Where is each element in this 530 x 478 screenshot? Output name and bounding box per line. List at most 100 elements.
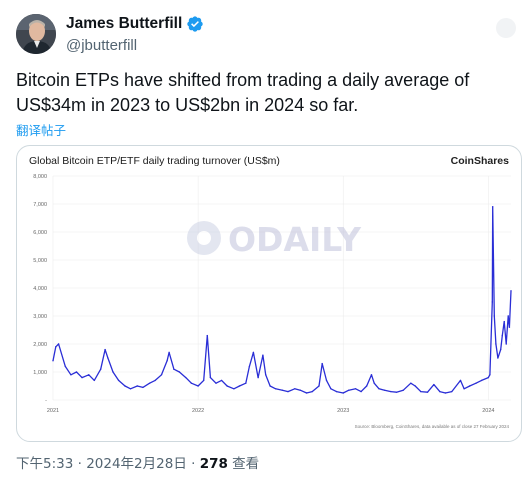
data-point [55, 346, 57, 348]
data-point [433, 383, 435, 386]
data-point [402, 389, 404, 391]
author-display-name[interactable]: James Butterfill [66, 15, 183, 32]
data-point [252, 351, 255, 354]
data-point [299, 389, 301, 391]
data-point [378, 388, 380, 390]
data-point [475, 382, 477, 384]
data-point [370, 374, 373, 376]
data-point [173, 368, 175, 370]
data-point [354, 388, 357, 390]
data-point [154, 379, 156, 382]
y-tick-label: 6,000 [33, 230, 47, 236]
tweet-meta: 下午5:33 · 2024年2月28日 · 278 查看 [16, 452, 259, 472]
data-point [142, 386, 144, 389]
data-point [220, 379, 223, 382]
avatar[interactable] [16, 14, 56, 54]
data-point [233, 388, 235, 390]
data-point [294, 388, 296, 390]
data-point [489, 374, 491, 376]
data-point [501, 334, 503, 337]
more-options-button[interactable] [496, 18, 516, 38]
y-tick-label: 5,000 [33, 258, 47, 264]
translate-post-link[interactable]: 翻译帖子 [16, 123, 67, 138]
data-point [287, 390, 289, 393]
data-point [262, 354, 264, 356]
data-point [410, 382, 412, 384]
y-tick-label: 3,000 [33, 314, 47, 320]
x-tick-label: 2023 [337, 408, 349, 414]
meta-separator: · [186, 456, 200, 472]
y-tick-label: 8,000 [33, 174, 47, 180]
data-point [209, 376, 212, 379]
data-point [463, 388, 465, 390]
data-point [487, 376, 490, 379]
data-point [57, 343, 60, 345]
data-point [360, 390, 362, 393]
data-point [64, 365, 67, 368]
data-point [274, 388, 277, 390]
data-point [503, 320, 505, 323]
chart-title: Global Bitcoin ETP/ETF daily trading tur… [29, 155, 280, 167]
data-point [439, 390, 441, 393]
odaily-watermark: ODAILY [187, 220, 362, 259]
data-point [508, 326, 511, 328]
data-point [492, 206, 494, 208]
data-point [480, 379, 483, 382]
data-point [420, 390, 422, 393]
data-point [257, 376, 259, 379]
data-point [426, 391, 429, 393]
data-point [305, 392, 308, 394]
data-point [88, 374, 90, 376]
data-point [248, 365, 251, 368]
verified-badge-icon [186, 15, 204, 33]
data-point [505, 343, 507, 345]
y-tick-label: - [45, 398, 47, 404]
y-tick-label: 1,000 [33, 370, 47, 376]
data-point [444, 392, 447, 394]
data-point [493, 315, 496, 317]
data-point [468, 385, 471, 387]
data-point [451, 390, 453, 393]
data-point [365, 385, 368, 387]
tweet-media-chart[interactable]: Global Bitcoin ETP/ETF daily trading tur… [16, 145, 522, 442]
coinshares-logo-text: CoinShares [451, 155, 510, 167]
data-point [281, 389, 284, 391]
x-tick-label: 2024 [482, 408, 494, 414]
chart-source-note: Source: Bloomberg, CoinShares, data avai… [355, 424, 510, 429]
y-tick-label: 2,000 [33, 342, 47, 348]
data-point [70, 374, 72, 376]
y-tick-label: 7,000 [33, 202, 47, 208]
tweet-timestamp[interactable]: 下午5:33 · 2024年2月28日 [16, 456, 187, 472]
data-point [136, 385, 138, 387]
tweet-text: Bitcoin ETPs have shifted from trading a… [16, 70, 470, 115]
data-point [75, 371, 78, 373]
data-point [129, 388, 132, 390]
author-handle[interactable]: @jbutterfill [66, 37, 138, 54]
data-point [124, 385, 126, 387]
data-point [81, 376, 83, 379]
data-point [112, 371, 114, 373]
data-point [178, 371, 181, 373]
data-point [197, 385, 199, 387]
x-tick-label: 2022 [192, 408, 204, 414]
data-point [166, 360, 168, 362]
data-point [264, 374, 267, 376]
data-point [325, 379, 328, 382]
author-name-row[interactable]: James Butterfill [66, 15, 204, 33]
data-point [215, 382, 217, 384]
avatar-image [16, 14, 56, 54]
data-point [342, 392, 344, 394]
data-point [499, 348, 502, 351]
data-point [497, 357, 499, 359]
y-tick-label: 4,000 [33, 286, 47, 292]
data-point [510, 290, 512, 292]
data-point [104, 348, 106, 351]
data-point [311, 390, 313, 393]
chart: Global Bitcoin ETP/ETF daily trading tur… [29, 155, 512, 429]
data-point [160, 374, 163, 376]
data-point [383, 389, 386, 391]
data-point [390, 390, 392, 393]
data-point [491, 301, 494, 303]
views-count: 278 [199, 456, 228, 472]
data-point [185, 376, 187, 379]
